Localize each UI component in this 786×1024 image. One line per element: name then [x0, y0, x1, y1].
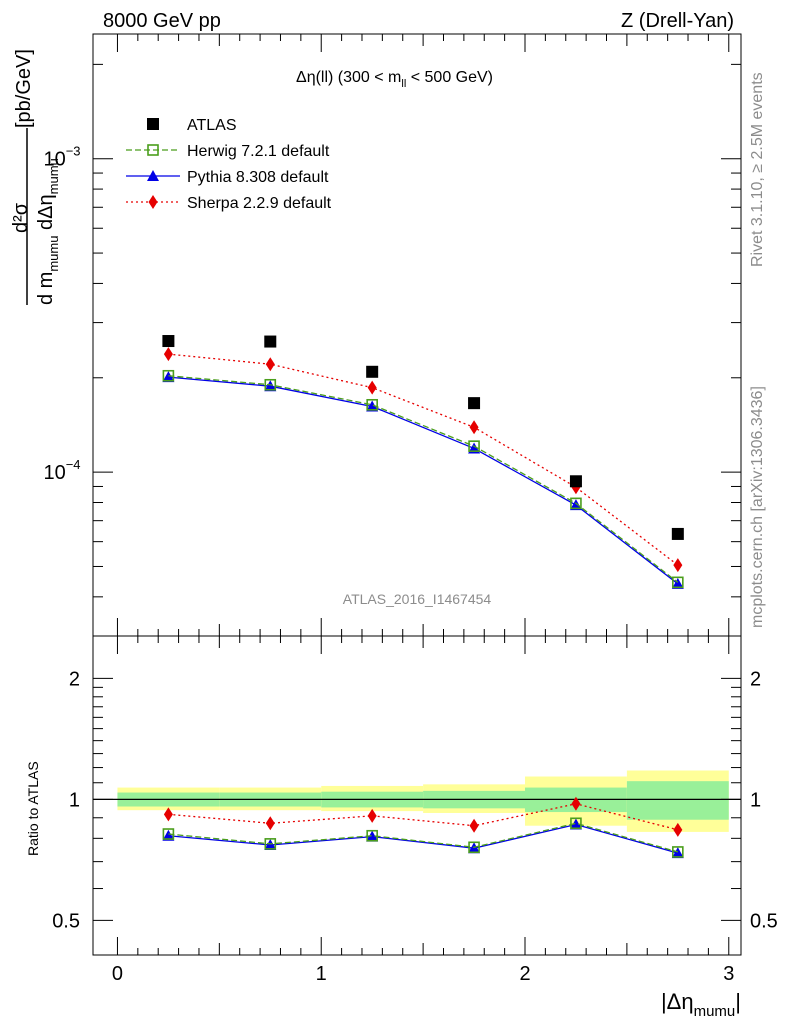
- mcplots-label: mcplots.cern.ch [arXiv:1306.3436]: [749, 386, 766, 628]
- y-tick-label: 2: [69, 668, 80, 690]
- header-right: Z (Drell-Yan): [621, 10, 734, 32]
- y-tick-label: 1: [69, 789, 80, 811]
- herwig-point: [162, 828, 175, 840]
- sherpa-point: [469, 420, 479, 435]
- sherpa-point: [571, 796, 581, 811]
- x-tick-label: 3: [723, 963, 734, 985]
- legend-label-atlas: ATLAS: [187, 117, 237, 134]
- y-axis-label-top: [pb/GeV] d²σ d mmumu dΔηmumu: [10, 49, 61, 305]
- x-tick-label: 2: [519, 963, 530, 985]
- sherpa-point: [367, 808, 377, 823]
- herwig-point: [570, 497, 582, 510]
- y-tick-label: 0.5: [52, 910, 80, 932]
- y-unit: [pb/GeV]: [13, 49, 35, 128]
- legend: ATLAS Herwig 7.2.1 default Pythia 8.308 de…: [126, 117, 332, 212]
- pythia-point: [366, 830, 379, 842]
- sherpa-point: [469, 818, 479, 833]
- legend-marker-atlas: [147, 118, 159, 130]
- herwig-point: [366, 398, 378, 411]
- pythia-point: [671, 577, 684, 589]
- x-tick-label: 0: [112, 963, 123, 985]
- y-tick-label-right: 2: [750, 668, 761, 690]
- legend-marker-herwig: [147, 144, 159, 156]
- pythia-point: [366, 400, 379, 412]
- analysis-watermark: ATLAS_2016_I1467454: [343, 591, 492, 607]
- atlas-point: [366, 365, 379, 378]
- atlas-point: [569, 475, 582, 488]
- herwig-point: [264, 378, 277, 391]
- uncertainty-band-inner: [626, 781, 729, 820]
- y-denominator: d mmumu dΔηmumu: [35, 158, 61, 305]
- rivet-label: Rivet 3.1.10, ≥ 2.5M events: [749, 72, 766, 267]
- sherpa-point: [265, 357, 275, 372]
- ratio-frame: [92, 635, 742, 956]
- y-tick-label-right: 0.5: [750, 910, 778, 932]
- pythia-point: [264, 380, 277, 392]
- pythia-line: [168, 823, 679, 854]
- herwig-point: [264, 838, 277, 850]
- legend-marker-pythia: [147, 170, 159, 181]
- legend-label-herwig: Herwig 7.2.1 default: [187, 143, 330, 160]
- atlas-point: [264, 335, 277, 348]
- pythia-point: [162, 371, 175, 383]
- atlas-point: [162, 335, 175, 348]
- herwig-point: [162, 369, 175, 382]
- sherpa-line: [168, 803, 678, 831]
- sherpa-point: [265, 816, 275, 831]
- y-axis-label-ratio: Ratio to ATLAS: [25, 761, 41, 856]
- herwig-point: [672, 576, 684, 589]
- pythia-point: [671, 847, 684, 859]
- plot-title: Δη(ll) (300 < mll < 500 GeV): [296, 69, 493, 90]
- y-numerator: d²σ: [10, 202, 32, 233]
- sherpa-point: [163, 807, 173, 822]
- ratio-panel: 0 1 2 3 0.5 0.5 1 1 2 2: [52, 635, 778, 985]
- herwig-line: [168, 822, 679, 853]
- herwig-point: [468, 841, 480, 854]
- y-tick-label: 10−4: [43, 457, 80, 484]
- x-axis-label: |Δηmumu|: [661, 989, 741, 1020]
- pythia-point: [569, 818, 582, 830]
- pythia-line: [168, 376, 679, 585]
- herwig-point: [468, 440, 480, 452]
- herwig-point: [672, 846, 684, 858]
- herwig-point: [570, 817, 582, 830]
- pythia-point: [569, 499, 582, 511]
- herwig-point: [366, 829, 378, 842]
- sherpa-point: [673, 822, 683, 837]
- legend-label-pythia: Pythia 8.308 default: [187, 169, 329, 186]
- pythia-point: [162, 829, 175, 841]
- main-panel: 10−3 10−4: [43, 33, 742, 637]
- legend-marker-sherpa: [148, 195, 158, 209]
- y-tick-label-right: 1: [750, 789, 761, 811]
- header-left: 8000 GeV pp: [103, 10, 221, 32]
- sherpa-point: [367, 380, 377, 395]
- atlas-point: [671, 527, 684, 540]
- y-tick-label: 10−3: [43, 144, 80, 171]
- atlas-point: [468, 397, 481, 410]
- legend-label-sherpa: Sherpa 2.2.9 default: [187, 195, 332, 212]
- x-tick-label: 1: [316, 963, 327, 985]
- sherpa-point: [163, 347, 173, 362]
- herwig-line: [168, 375, 679, 583]
- sherpa-point: [673, 558, 683, 573]
- sherpa-line: [168, 353, 679, 566]
